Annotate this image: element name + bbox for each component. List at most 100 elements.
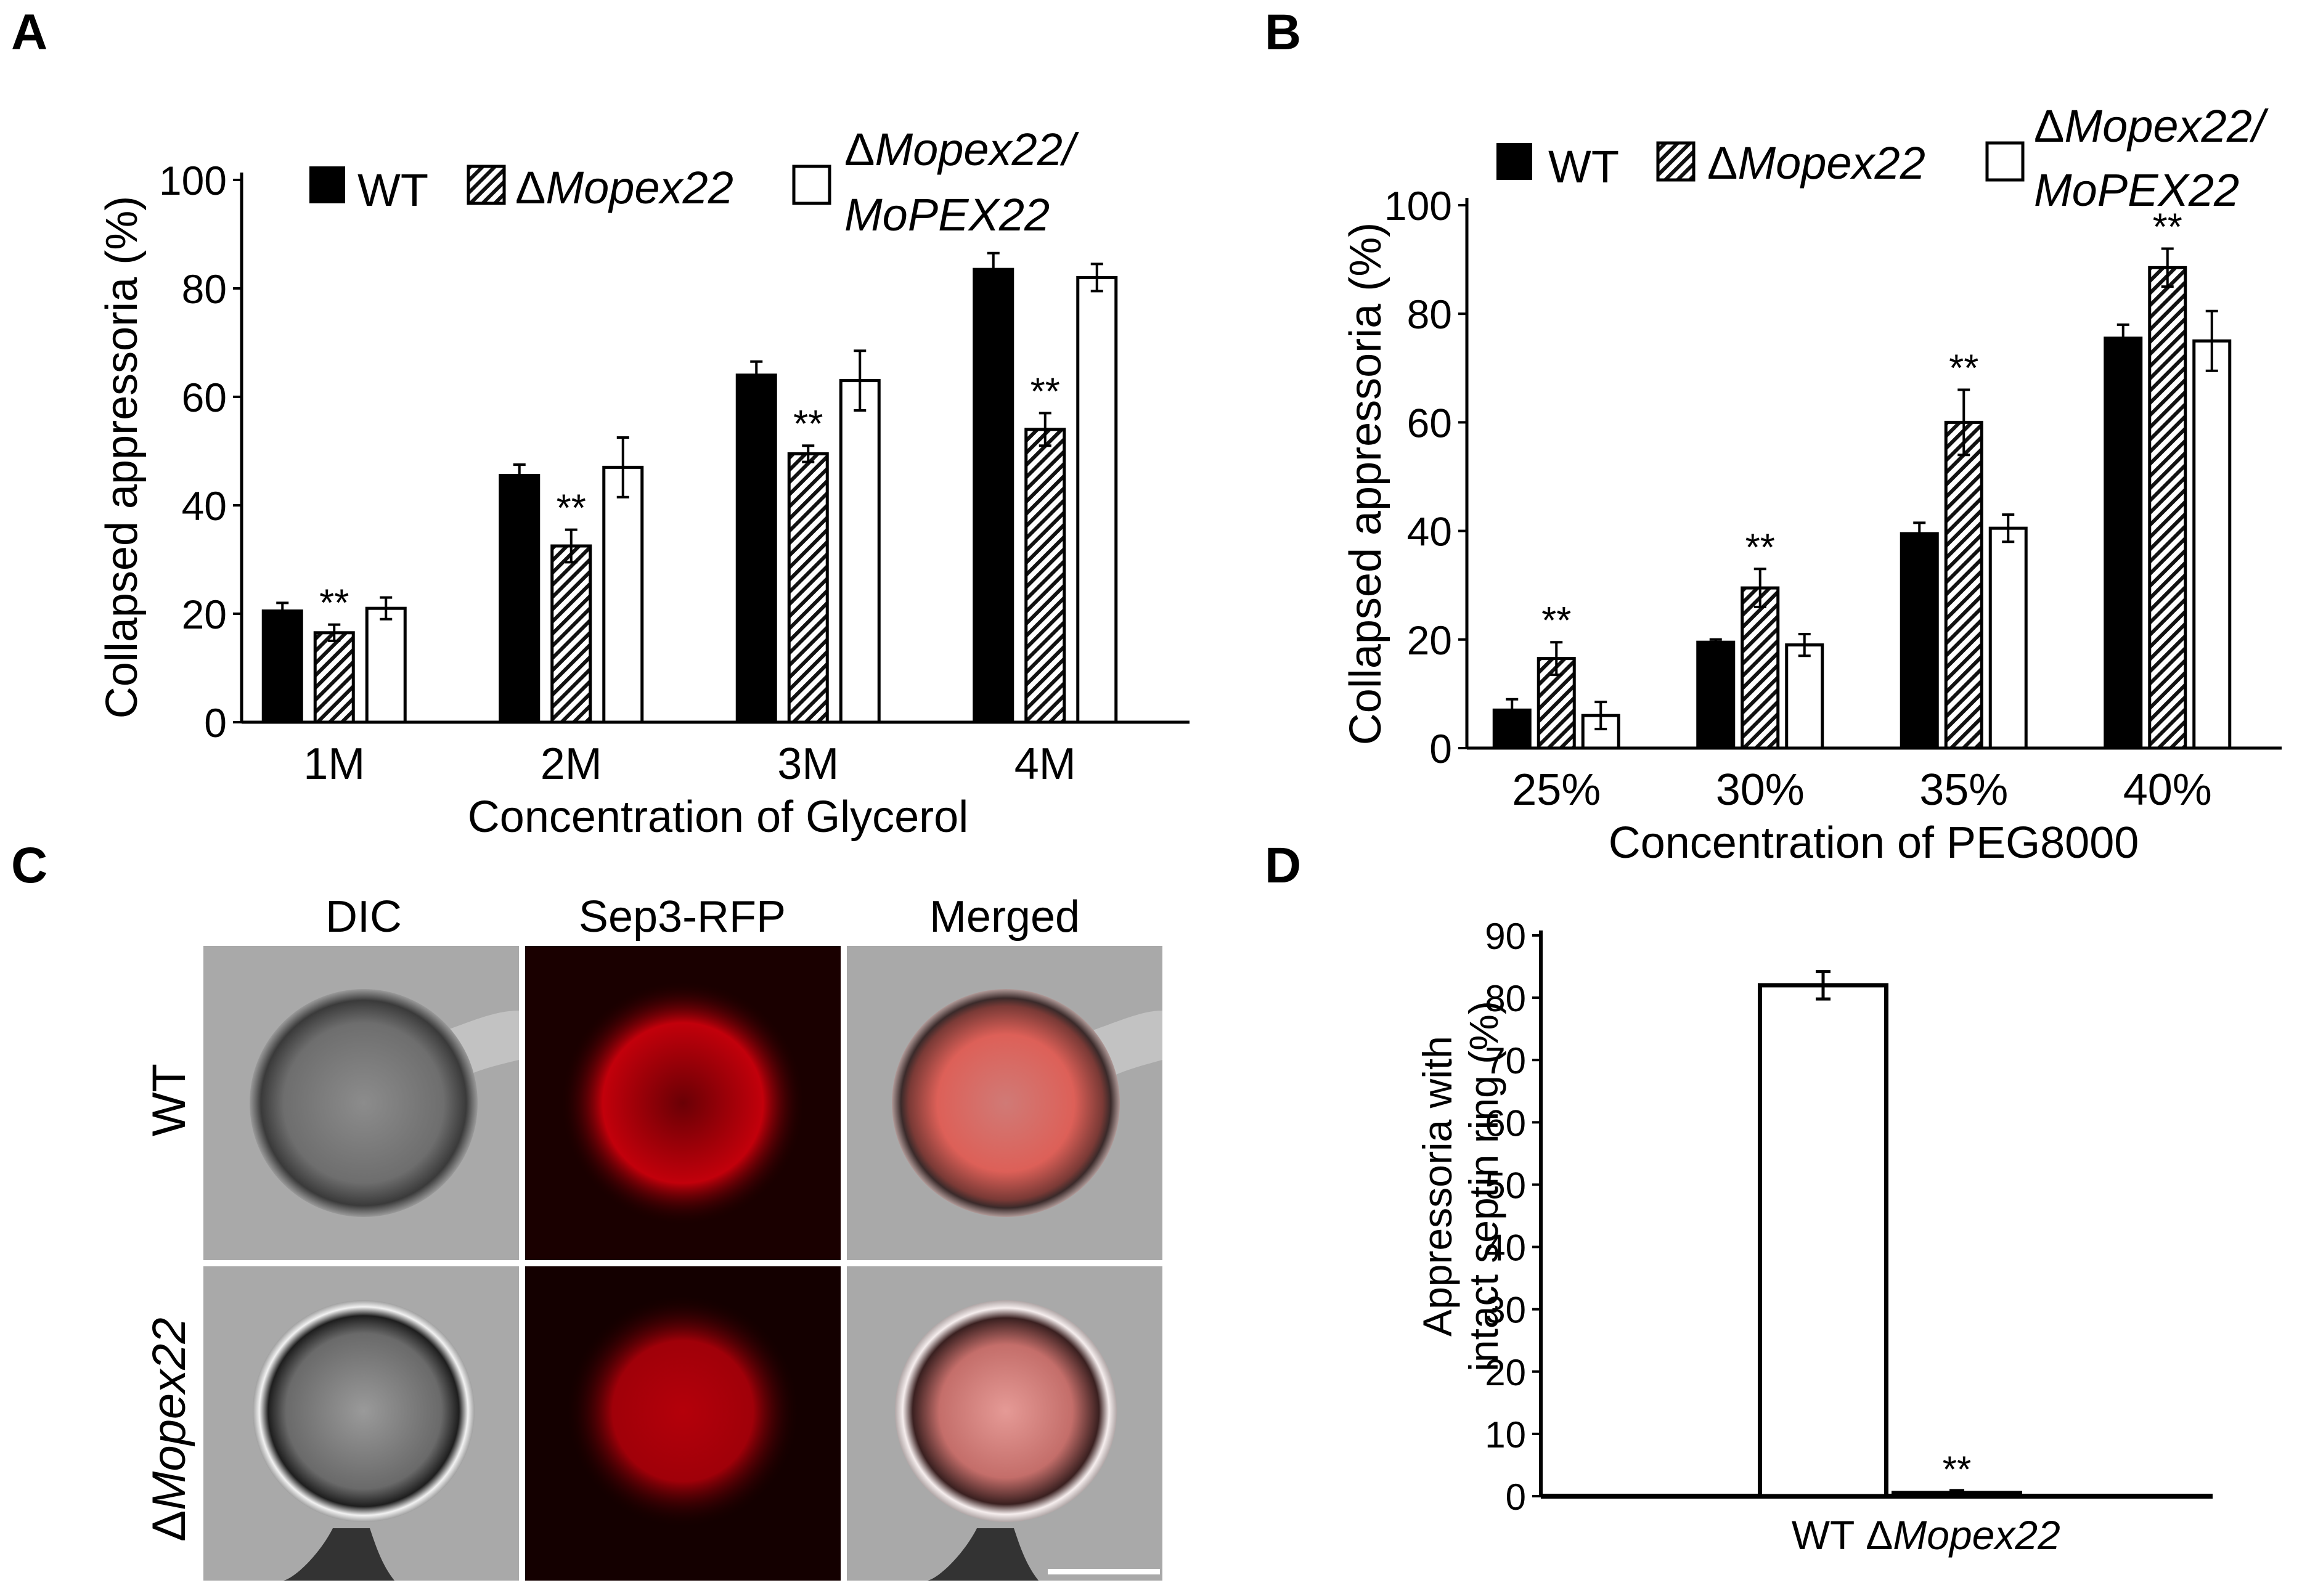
chart-a-tick-labels: 0 20 40 60 80 100 1M 2M 3M 4M <box>159 158 1076 789</box>
y-tick-label: 70 <box>1485 1040 1526 1081</box>
bar-b-s0-c1 <box>1696 640 1736 750</box>
legend-label-wt: WT <box>357 165 428 216</box>
legend-label-complemented-line1: ΔMopex22/ <box>2034 100 2269 152</box>
column-label-dic: DIC <box>325 892 402 942</box>
x-tick-label: 3M <box>777 739 839 789</box>
bar-b-s2-c2 <box>1988 526 2028 750</box>
micrograph-panel: DIC Sep3-RFP Merged WT ΔMopex22 <box>143 892 1162 1581</box>
bar-a-s0-c3 <box>973 267 1014 724</box>
micrograph-mutant-rfp <box>525 1266 841 1581</box>
chart-b-tick-labels: 0 20 40 60 80 100 25% 30% 35% 40% <box>1384 183 2212 815</box>
significance-marker: ** <box>557 487 586 530</box>
y-tick-label: 80 <box>182 266 227 312</box>
y-tick-label: 80 <box>1485 978 1526 1019</box>
micrograph-mutant-merged <box>847 1266 1162 1581</box>
panel-label-d: D <box>1265 837 1301 894</box>
bar-b-s1-c3 <box>2148 266 2187 750</box>
chart-b-y-axis-title: Collapsed appressoria (%) <box>1341 222 1390 745</box>
y-tick-label: 40 <box>1485 1228 1526 1269</box>
y-tick-label: 40 <box>1407 509 1452 555</box>
significance-marker: ** <box>319 582 349 625</box>
legend-label-mutant: ΔMopex22 <box>515 162 733 213</box>
y-tick-label: 90 <box>1485 916 1526 957</box>
panel-label-c: C <box>11 837 47 894</box>
chart-d-y-axis-title-line2: intact septin ring (%) <box>1461 1001 1506 1372</box>
legend-swatch-mutant <box>1656 141 1696 182</box>
y-tick-label: 40 <box>182 483 227 529</box>
bar-a-s1-c2 <box>787 452 829 724</box>
significance-marker: ** <box>793 403 823 446</box>
legend-label-complemented-line2: MoPEX22 <box>844 189 1050 240</box>
x-tick-label: ΔMopex22 <box>1866 1512 2060 1558</box>
significance-marker: ** <box>2153 206 2182 248</box>
x-tick-label: 4M <box>1014 739 1076 789</box>
significance-marker: ** <box>1031 370 1060 413</box>
legend-label-complemented-line1: ΔMopex22/ <box>844 124 1079 175</box>
x-tick-label: 1M <box>303 739 365 789</box>
column-label-rfp: Sep3-RFP <box>579 892 786 942</box>
bar-a-s1-c3 <box>1024 428 1066 724</box>
y-tick-label: 20 <box>1407 617 1452 663</box>
x-tick-label: 30% <box>1716 765 1805 815</box>
chart-a-glycerol: ** ** ** ** 0 20 40 60 80 100 1M 2M 3M 4M Concentrat… <box>97 124 1190 842</box>
panel-label-a: A <box>11 4 47 60</box>
y-tick-label: 10 <box>1485 1414 1526 1456</box>
scale-bar <box>1048 1569 1160 1574</box>
significance-marker: ** <box>1943 1449 1972 1490</box>
legend-swatch-complemented <box>1985 141 2025 182</box>
y-tick-label: 60 <box>182 375 227 420</box>
bar-a-s1-c0 <box>313 631 355 724</box>
row-label-mutant: ΔMopex22 <box>143 1317 195 1541</box>
chart-a-bars: ** ** ** ** <box>261 251 1118 724</box>
significance-marker: ** <box>1541 600 1571 642</box>
x-tick-label: 40% <box>2123 765 2212 815</box>
bar-a-s1-c1 <box>550 544 592 724</box>
bar-a-s2-c1 <box>602 465 644 724</box>
legend-swatch-wt <box>309 166 345 203</box>
chart-a-x-axis-title: Concentration of Glycerol <box>468 792 968 842</box>
y-tick-label: 100 <box>159 158 227 203</box>
y-tick-label: 20 <box>182 592 227 637</box>
x-tick-label: 25% <box>1512 765 1601 815</box>
chart-b-bars: ** ** ** ** <box>1492 206 2232 750</box>
bar-a-s2-c0 <box>365 606 407 724</box>
y-tick-label: 0 <box>204 700 227 746</box>
chart-a-y-axis-title: Collapsed appressoria (%) <box>97 196 147 719</box>
legend-swatch-wt <box>1496 143 1532 180</box>
bar-b-s0-c3 <box>2104 336 2143 750</box>
y-tick-label: 0 <box>1429 726 1452 772</box>
x-tick-label: WT <box>1792 1512 1855 1558</box>
bar-b-s1-c1 <box>1741 586 1780 750</box>
chart-d-y-axis-title-line1: Appressoria with <box>1414 1036 1460 1337</box>
y-tick-label: 0 <box>1506 1476 1526 1518</box>
chart-b-legend: WT ΔMopex22 ΔMopex22/ MoPEX22 <box>1496 100 2269 216</box>
bar-b-s1-c2 <box>1944 420 1983 750</box>
y-tick-label: 80 <box>1407 291 1452 337</box>
chart-d-septin-ring: ** 0 10 20 30 40 50 60 70 80 90 WT ΔMopex22 Appress… <box>1414 916 2213 1558</box>
micrograph-wt-rfp <box>525 946 841 1260</box>
x-tick-label: 2M <box>541 739 602 789</box>
y-tick-label: 50 <box>1485 1165 1526 1206</box>
column-label-merged: Merged <box>929 892 1080 942</box>
bar-b-s0-c2 <box>1900 532 1939 750</box>
significance-marker: ** <box>1949 348 1978 390</box>
chart-a-legend: WT ΔMopex22 ΔMopex22/ MoPEX22 <box>309 124 1079 240</box>
legend-label-complemented-line2: MoPEX22 <box>2034 165 2239 216</box>
bar-a-s0-c2 <box>735 373 777 724</box>
bar-b-s2-c3 <box>2192 339 2232 750</box>
y-tick-label: 60 <box>1407 400 1452 446</box>
legend-label-mutant: ΔMopex22 <box>1707 137 1925 189</box>
y-tick-label: 30 <box>1485 1290 1526 1331</box>
bar-a-s2-c3 <box>1076 275 1118 724</box>
y-tick-label: 60 <box>1485 1102 1526 1144</box>
y-tick-label: 20 <box>1485 1352 1526 1393</box>
micrograph-wt-merged <box>847 946 1162 1260</box>
chart-d-tick-labels: 0 10 20 30 40 50 60 70 80 90 WT ΔMopex22 <box>1485 916 2060 1558</box>
bar-b-s2-c1 <box>1785 643 1824 750</box>
panel-label-b: B <box>1265 4 1301 60</box>
significance-marker: ** <box>1745 526 1775 569</box>
y-tick-label: 100 <box>1384 183 1452 229</box>
bar-a-s0-c1 <box>499 474 541 724</box>
bar-a-s0-c0 <box>261 609 303 724</box>
